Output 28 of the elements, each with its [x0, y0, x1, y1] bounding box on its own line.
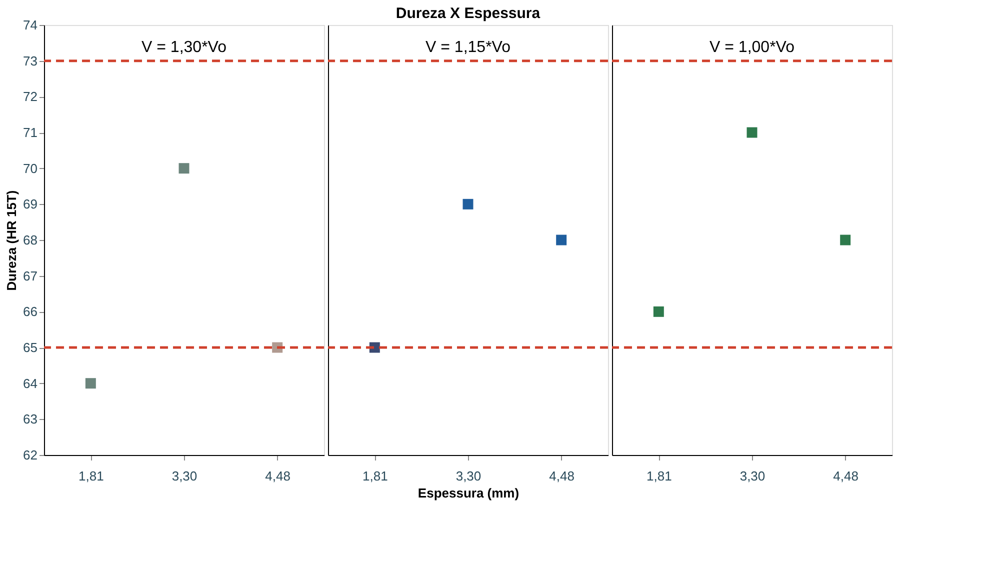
y-tick-label: 70 [23, 160, 38, 176]
chart-title: Dureza X Espessura [396, 5, 541, 22]
y-tick-label: 62 [23, 448, 38, 462]
x-tick-label: 4,48 [833, 468, 858, 484]
y-tick-label: 69 [23, 196, 38, 212]
annotation: V = 1,15*Vo [426, 39, 511, 56]
x-tick-label: 4,48 [265, 468, 290, 484]
y-tick-label: 64 [23, 376, 38, 391]
y-tick-label: 74 [23, 18, 38, 32]
y-tick-label: 67 [23, 268, 38, 284]
x-tick-label: 1,81 [646, 468, 672, 484]
y-tick-label: 63 [23, 412, 38, 427]
y-tick-label: 71 [23, 125, 38, 140]
x-tick-label: 3,30 [740, 468, 766, 484]
x-tick-label: 4,48 [549, 468, 574, 484]
y-tick-label: 68 [23, 232, 38, 248]
y-tick-label: 66 [23, 304, 38, 320]
x-tick-label: 1,81 [78, 468, 104, 484]
x-tick-label: 1,81 [362, 468, 388, 484]
x-tick-label: 3,30 [172, 468, 198, 484]
y-tick-label: 65 [23, 340, 38, 355]
annotation: V = 1,30*Vo [142, 39, 227, 56]
y-tick-label: 73 [23, 53, 38, 68]
annotation: V = 1,00*Vo [710, 39, 795, 56]
y-tick-label: 72 [23, 89, 38, 104]
y-axis-title: Dureza (HR 15T) [4, 190, 20, 291]
x-tick-label: 3,30 [456, 468, 482, 484]
x-axis-title: Espessura (mm) [418, 486, 520, 500]
